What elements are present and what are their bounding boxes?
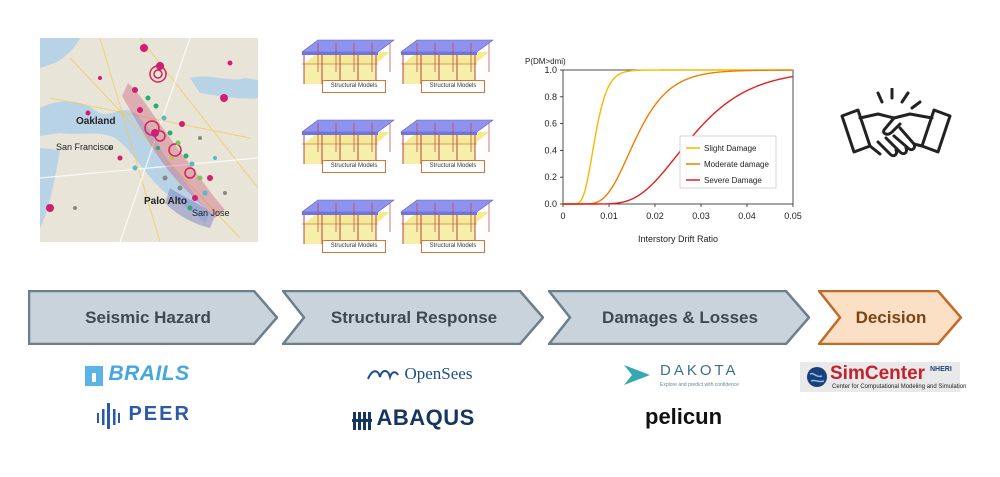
- chart-x-tick-label: 0.04: [738, 211, 756, 221]
- simcenter-tagline: Center for Computational Modeling and Si…: [832, 384, 967, 390]
- structural-model-label: Structural Models: [421, 160, 485, 173]
- brails-logo: BRAILS: [84, 362, 190, 387]
- chart-x-tick-label: 0.05: [784, 211, 802, 221]
- structural-model: Structural Models: [397, 118, 495, 180]
- dakota-logo: DAKOTA Explore and predict with confiden…: [622, 361, 752, 391]
- structural-model: Structural Models: [397, 198, 495, 260]
- map-label-san-jose: San Jose: [192, 208, 230, 218]
- map-label-oakland: Oakland: [76, 116, 115, 127]
- simcenter-nheri-badge: NHERI: [930, 366, 952, 373]
- abaqus-wordmark: ABAQUS: [376, 405, 475, 430]
- map-graphic: Oakland San Francisco Palo Alto San Jose: [39, 37, 259, 243]
- chart-legend-label: Moderate damage: [704, 160, 769, 169]
- peer-icon: [97, 403, 120, 429]
- pipeline-arrow-shape: [282, 290, 544, 345]
- simcenter-logo: SimCenter NHERI Center for Computational…: [800, 362, 966, 392]
- building-frame-graphic: [400, 39, 494, 84]
- abaqus-icon: [352, 411, 372, 430]
- structural-model-label: Structural Models: [322, 160, 386, 173]
- building-frame-graphic: [301, 199, 395, 244]
- map-label-san-francisco: San Francisco: [56, 142, 114, 152]
- pipeline-step-label: Structural Response: [330, 308, 498, 327]
- chart-y-tick-label: 1.0: [544, 65, 557, 75]
- chart-y-tick-label: 0.4: [544, 145, 557, 155]
- structural-model-label: Structural Models: [322, 240, 386, 253]
- pipeline-arrow-shape: [548, 290, 810, 345]
- chart-x-tick-label: 0.02: [646, 211, 664, 221]
- pipeline-step-label: Seismic Hazard: [85, 308, 211, 327]
- chart-y-tick-label: 0.8: [544, 92, 557, 102]
- chart-legend-label: Slight Damage: [704, 144, 757, 153]
- pipeline-step: Damages & Losses: [548, 290, 810, 345]
- pipeline-step: Decision: [818, 290, 962, 345]
- opensees-wordmark: OpenSees: [404, 364, 473, 383]
- chart-series-line: [563, 75, 794, 205]
- structural-model: Structural Models: [298, 198, 396, 260]
- pelicun-wordmark: pelicun: [645, 404, 723, 429]
- chart-x-tick-label: 0.03: [692, 211, 710, 221]
- chart-x-tick-label: 0: [560, 211, 565, 221]
- opensees-wave-icon: [367, 369, 399, 381]
- simcenter-wordmark: SimCenter: [830, 363, 926, 384]
- pipeline-step: Seismic Hazard: [28, 290, 278, 345]
- chart-y-tick-label: 0.6: [544, 119, 557, 129]
- chart-x-tick-label: 0.01: [600, 211, 618, 221]
- fragility-chart: P(DM>dmi) 0.0 0.2 0.4 0.6 0.8 1.0 0 0.01 0.02 0.…: [525, 57, 802, 244]
- building-frame-graphic: [301, 119, 395, 164]
- chart-y-tick-label: 0.2: [544, 172, 557, 182]
- pipeline-step-label: Decision: [855, 308, 927, 327]
- peer-logo: PEER: [94, 403, 191, 429]
- chart-y-axis-label: P(DM>dmi): [525, 57, 566, 66]
- pipeline-arrow-shape: [818, 290, 962, 345]
- chart-series-line: [563, 69, 793, 205]
- dakota-arrow-icon: [624, 365, 650, 385]
- building-frame-graphic: [400, 119, 494, 164]
- dakota-wordmark: DAKOTA: [660, 362, 739, 379]
- structural-model: Structural Models: [298, 38, 396, 100]
- opensees-logo: OpenSees: [366, 364, 472, 385]
- structural-model: Structural Models: [397, 38, 495, 100]
- pipeline-arrow-shape: [28, 290, 278, 345]
- structural-model-label: Structural Models: [421, 240, 485, 253]
- building-frame-graphic: [301, 39, 395, 84]
- simcenter-globe-icon: [807, 367, 827, 387]
- pipeline-step-label: Damages & Losses: [602, 308, 758, 327]
- structural-model-label: Structural Models: [421, 80, 485, 93]
- abaqus-logo: ABAQUS: [352, 405, 475, 432]
- building-frame-graphic: [400, 199, 494, 244]
- chart-legend-label: Severe Damage: [704, 176, 762, 185]
- brails-icon: [85, 365, 103, 386]
- structural-model: Structural Models: [298, 118, 396, 180]
- seismic-hazard-map: Oakland San Francisco Palo Alto San Jose: [39, 37, 259, 243]
- pipeline-step: Structural Response: [282, 290, 544, 345]
- chart-y-tick-label: 0.0: [544, 199, 557, 209]
- brails-wordmark: BRAILS: [108, 362, 190, 385]
- chart-x-axis-label: Interstory Drift Ratio: [638, 234, 718, 244]
- dakota-tagline: Explore and predict with confidence: [660, 382, 739, 388]
- peer-wordmark: PEER: [128, 403, 191, 426]
- map-label-palo-alto: Palo Alto: [144, 196, 187, 207]
- structural-model-label: Structural Models: [322, 80, 386, 93]
- handshake-icon: [840, 88, 952, 158]
